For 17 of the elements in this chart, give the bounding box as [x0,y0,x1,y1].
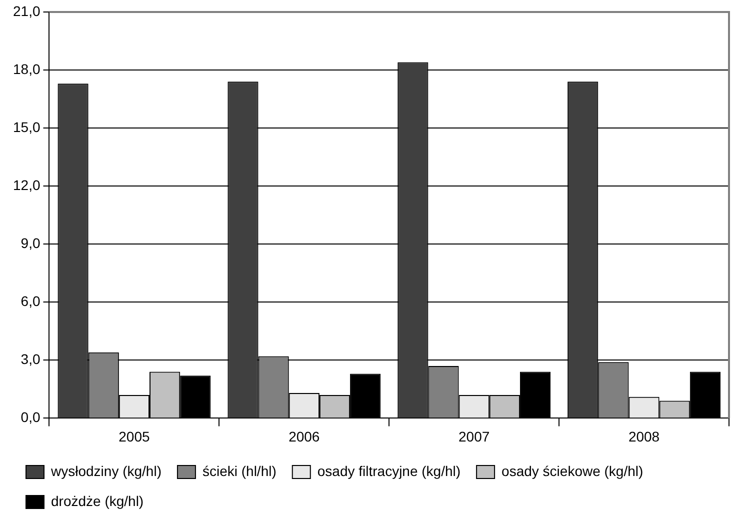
x-tick-label: 2007 [458,428,490,444]
y-tick-label: 0,0 [20,409,40,426]
x-tick-label: 2006 [288,428,320,444]
y-tick-label: 12,0 [13,176,40,193]
y-tick-label: 21,0 [13,2,40,19]
legend-label: drożdże (kg/hl) [51,492,144,509]
x-tick-label: 2005 [118,428,150,444]
legend-label: ścieki (hl/hl) [202,462,276,479]
y-tick-label: 18,0 [13,60,40,77]
legend-label: wysłodziny (kg/hl) [50,462,162,479]
y-tick-label: 3,0 [20,351,40,368]
y-tick-label: 15,0 [13,118,40,135]
x-tick-label: 2008 [628,428,660,444]
legend-label: osady filtracyjne (kg/hl) [317,462,461,479]
y-tick-label: 9,0 [20,234,40,251]
y-tick-label: 6,0 [20,293,40,309]
legend-label: osady ściekowe (kg/hl) [502,462,644,479]
